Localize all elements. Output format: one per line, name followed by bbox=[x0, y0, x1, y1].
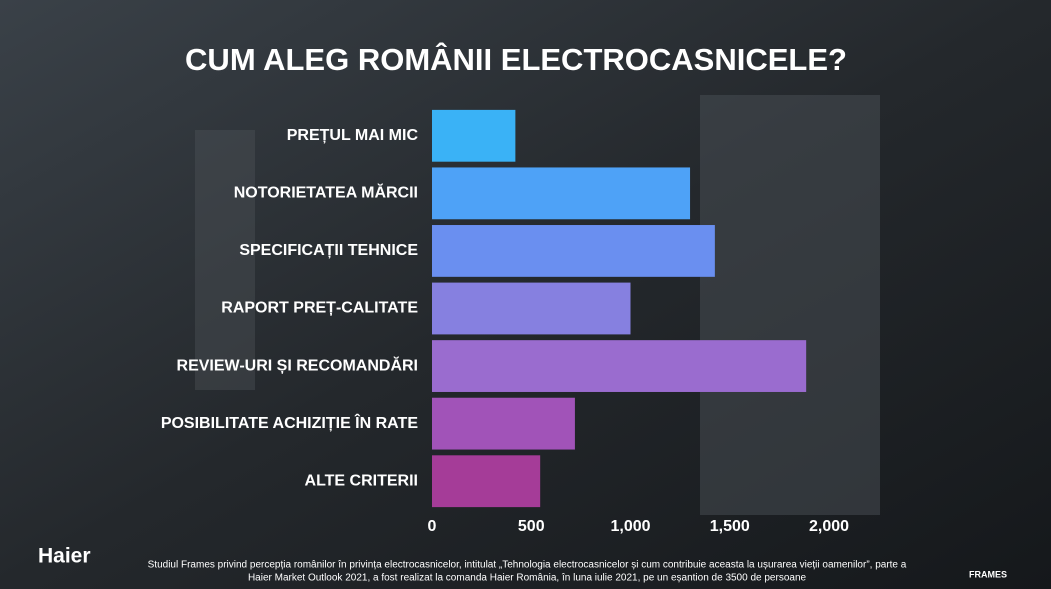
x-tick-label: 0 bbox=[428, 518, 437, 535]
bar bbox=[432, 397, 575, 450]
y-tick-label: ALTE CRITERII bbox=[305, 472, 418, 489]
bar bbox=[432, 225, 715, 277]
y-tick-label: PREȚUL MAI MIC bbox=[287, 127, 419, 144]
bar bbox=[432, 109, 516, 162]
x-tick-label: 2,000 bbox=[809, 518, 849, 535]
fridge-photo bbox=[195, 130, 255, 390]
brand-logo: Haier bbox=[38, 545, 91, 568]
y-tick-label: NOTORIETATEA MĂRCII bbox=[234, 183, 418, 202]
y-tick-label: POSIBILITATE ACHIZIȚIE ÎN RATE bbox=[161, 413, 419, 432]
x-tick-label: 1,500 bbox=[710, 518, 750, 535]
fridge-photo bbox=[700, 95, 880, 515]
chart-title: CUM ALEG ROMÂNII ELECTROCASNICELE? bbox=[185, 41, 847, 77]
x-tick-label: 1,000 bbox=[610, 518, 650, 535]
footnote: Studiul Frames privind percepția românil… bbox=[148, 560, 907, 571]
x-tick-label: 500 bbox=[518, 518, 545, 535]
bar bbox=[432, 167, 691, 220]
y-tick-label: SPECIFICAȚII TEHNICE bbox=[239, 242, 418, 259]
bar bbox=[432, 455, 541, 508]
bar bbox=[432, 340, 807, 392]
bar bbox=[432, 282, 631, 335]
footnote: Haier Market Outlook 2021, a fost realiz… bbox=[248, 573, 807, 584]
y-tick-label: RAPORT PREȚ-CALITATE bbox=[221, 300, 418, 317]
y-tick-label: REVIEW-URI ȘI RECOMANDĂRI bbox=[177, 355, 418, 374]
partner-logo: FRAMES bbox=[969, 569, 1007, 579]
